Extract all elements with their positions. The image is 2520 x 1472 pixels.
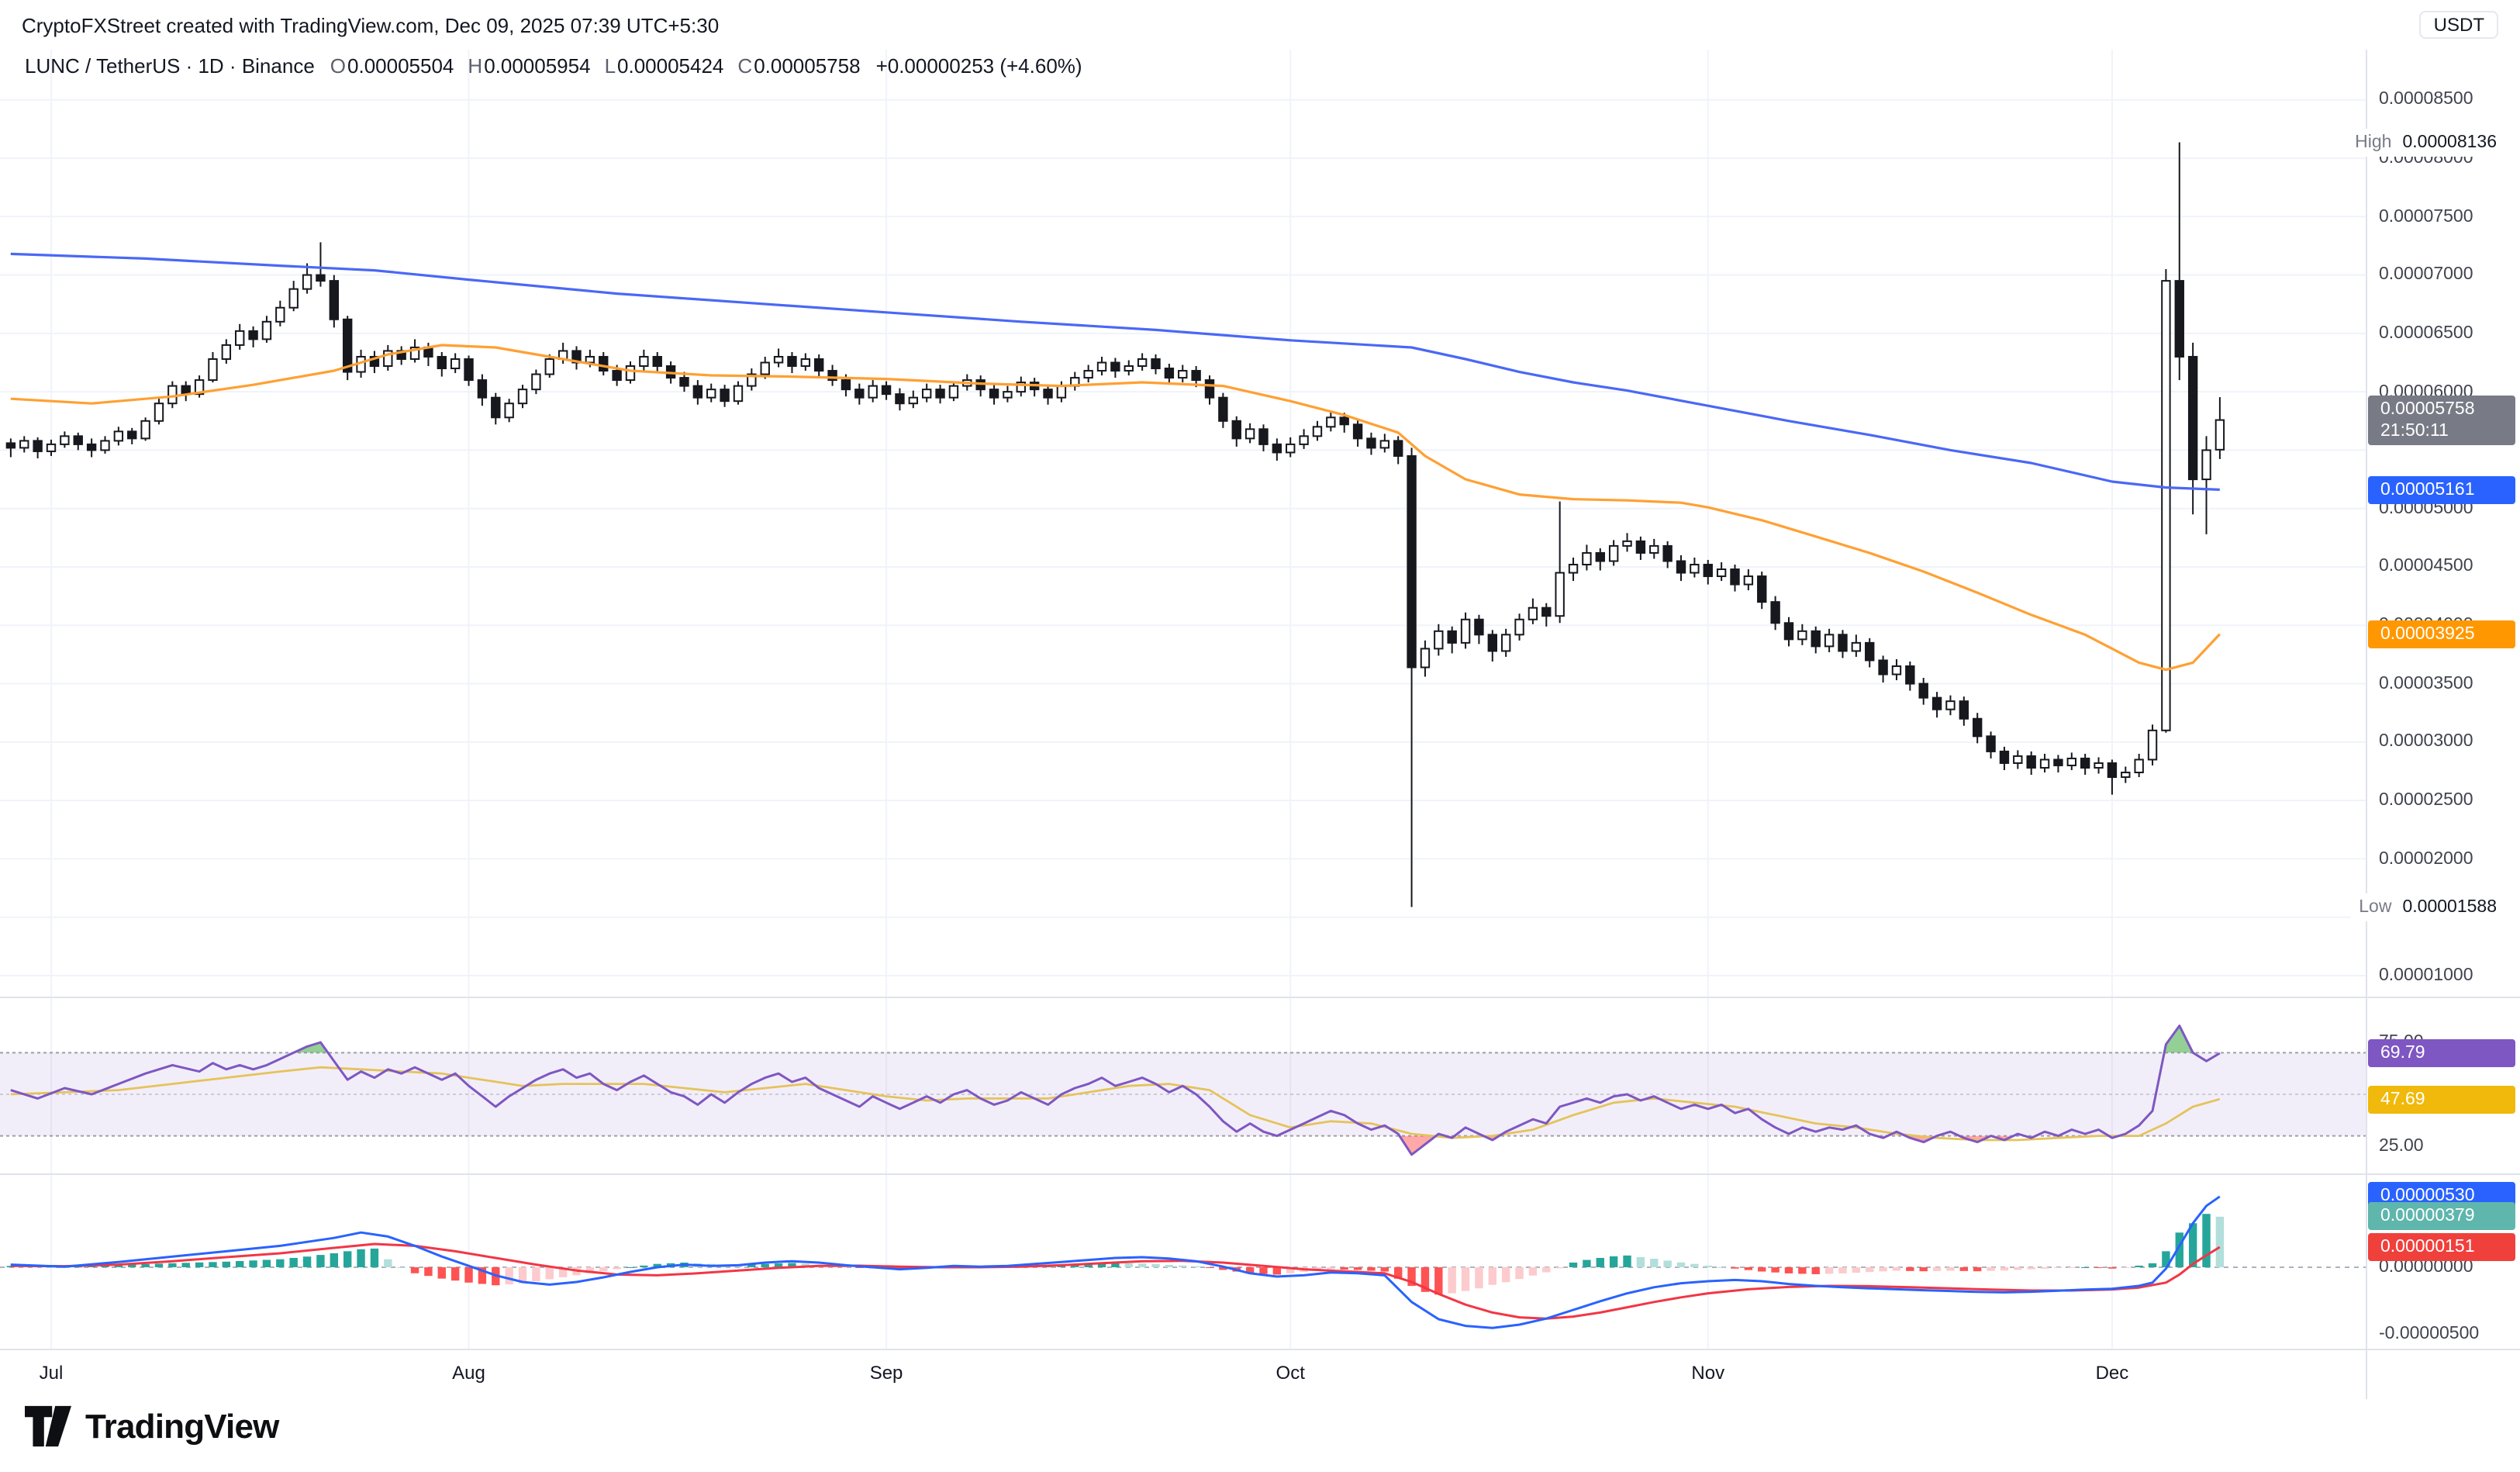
macd-histogram [6, 1214, 2225, 1295]
candles-series [5, 142, 2225, 907]
time-axis-month-label[interactable]: Aug [452, 1362, 485, 1384]
ohlc-segment-h: H 0.00005954 [468, 54, 591, 78]
price-tick-label: 0.00004500 [2379, 557, 2473, 576]
price-tick-label: 0.00001000 [2379, 966, 2473, 985]
macd-signal-line [10, 1242, 2221, 1320]
rsi-line [10, 1025, 2221, 1156]
high-price-label: High 0.00008136 [2347, 128, 2504, 157]
ohlc-values: O 0.00005504 H 0.00005954 L 0.00005424 C 0.0000… [330, 54, 861, 78]
ohlc-segment-l: L 0.00005424 [604, 54, 724, 78]
price-tick-label: 0.00002500 [2379, 791, 2473, 810]
price-tick-label: 0.00003500 [2379, 674, 2473, 693]
rsi-ma-line [10, 1066, 2221, 1142]
brand-wordmark[interactable]: TradingView [85, 1406, 279, 1445]
time-axis-month-label[interactable]: Sep [869, 1362, 903, 1384]
rsi-tick-label: 25.00 [2379, 1137, 2424, 1156]
time-axis-month-label[interactable]: Oct [1276, 1362, 1305, 1384]
top-bar: CryptoFXStreet created with TradingView.… [0, 0, 2520, 50]
ma-blue-price-badge[interactable]: 0.00005161 [2368, 475, 2515, 504]
pane-separators [0, 50, 2520, 1399]
macd-tick-label: 0.00000000 [2379, 1258, 2473, 1277]
time-axis-month-label[interactable]: Dec [2095, 1362, 2129, 1384]
gridlines [0, 50, 2366, 1349]
price-tick-label: 0.00007500 [2379, 207, 2473, 226]
footer: TradingView [25, 1405, 279, 1447]
change-value: +0.00000253 (+4.60%) [875, 54, 1082, 78]
low-price-label: Low 0.00001588 [2351, 893, 2504, 921]
macd-line [10, 1195, 2221, 1329]
price-tick-label: 0.00007000 [2379, 265, 2473, 285]
price-tick-label: 0.00002000 [2379, 849, 2473, 869]
currency-label[interactable]: USDT [2419, 11, 2498, 39]
last-price-badge[interactable]: 0.00005758 21:50:11 [2368, 395, 2515, 445]
tradingview-logo-icon[interactable] [25, 1405, 71, 1447]
price-tick-label: 0.00006500 [2379, 323, 2473, 343]
macd-signal-badge[interactable]: 0.00000151 [2368, 1233, 2515, 1261]
rsi-value-badge[interactable]: 69.79 [2368, 1038, 2515, 1067]
price-tick-label: 0.00003000 [2379, 732, 2473, 752]
rsi-band [0, 1052, 2366, 1137]
attribution-text: CryptoFXStreet created with TradingView.… [22, 13, 720, 36]
ma-blue-line [10, 252, 2220, 491]
macd-tick-label: -0.00000500 [2379, 1325, 2480, 1343]
price-tick-label: 0.00008500 [2379, 90, 2473, 109]
rsi-ma-value-badge[interactable]: 47.69 [2368, 1085, 2515, 1114]
symbol-title[interactable]: LUNC / TetherUS · 1D · Binance [25, 54, 315, 78]
ohlc-segment-o: O 0.00005504 [330, 54, 454, 78]
ma-orange-line [10, 344, 2221, 672]
ohlc-segment-c: C 0.00005758 [737, 54, 861, 78]
time-axis-month-label[interactable]: Nov [1691, 1362, 1725, 1384]
ma-orange-price-badge[interactable]: 0.00003925 [2368, 620, 2515, 648]
chart-legend[interactable]: LUNC / TetherUS · 1D · Binance O 0.000055… [25, 54, 1082, 78]
time-axis-month-label[interactable]: Jul [39, 1362, 64, 1384]
macd-hist-badge[interactable]: 0.00000379 [2368, 1202, 2515, 1231]
